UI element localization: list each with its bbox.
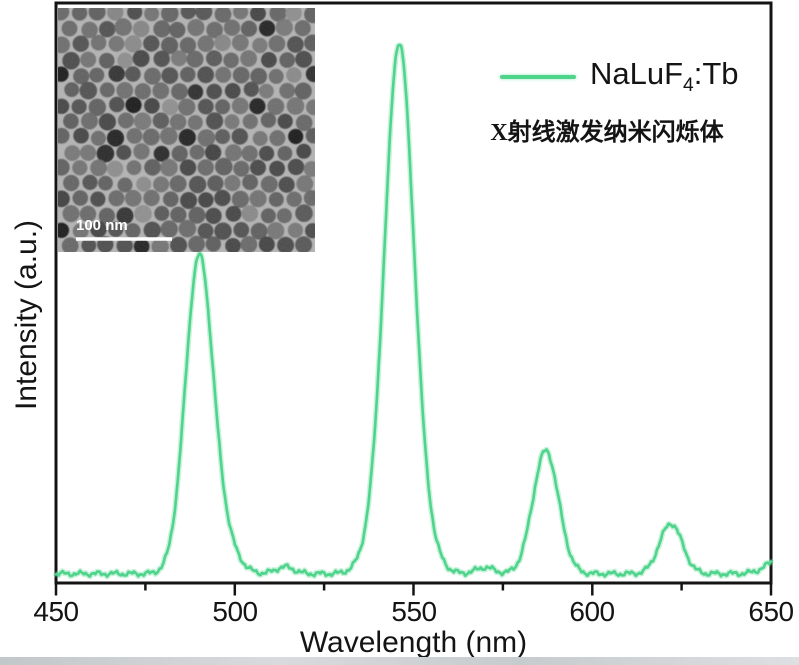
plot-frame (54, 1, 773, 585)
subtitle-chinese: X射线激发纳米闪烁体 (490, 120, 724, 146)
spectrum-curve (53, 42, 774, 580)
x-tick-label-550: 550 (391, 596, 437, 627)
x-tick-label-600: 600 (569, 596, 615, 627)
legend-line-swatch (500, 75, 576, 79)
x-axis-title: Wavelength (nm) (299, 626, 528, 659)
y-axis-title: Intensity (a.u.) (10, 219, 43, 411)
scale-bar-label: 100 nm (76, 217, 128, 234)
tem-grain-overlay (58, 8, 315, 252)
spectrum-line (54, 43, 773, 578)
x-tick-label-650: 650 (748, 596, 794, 627)
legend-label: NaLuF4:Tb (590, 56, 739, 97)
x-tick-label-500: 500 (212, 596, 258, 627)
tem-inset-image: 100 nm (58, 8, 315, 252)
legend-label-post: :Tb (693, 56, 739, 92)
x-tick-label-450: 450 (33, 596, 79, 627)
x-axis-ticks (54, 584, 773, 596)
legend-label-subscript: 4 (683, 75, 694, 97)
legend-label-pre: NaLuF (590, 56, 684, 92)
legend: NaLuF4:Tb (500, 56, 739, 97)
bottom-edge-strip (0, 657, 799, 665)
